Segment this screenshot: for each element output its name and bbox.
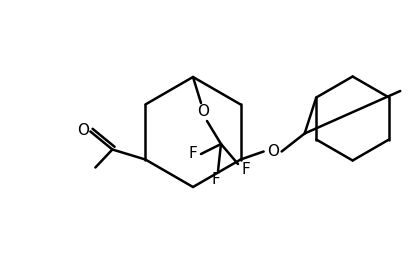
Text: O: O — [77, 123, 89, 138]
Text: O: O — [267, 144, 279, 159]
Text: F: F — [189, 147, 197, 161]
Text: F: F — [211, 171, 221, 187]
Text: F: F — [242, 161, 250, 176]
Text: O: O — [197, 105, 209, 120]
